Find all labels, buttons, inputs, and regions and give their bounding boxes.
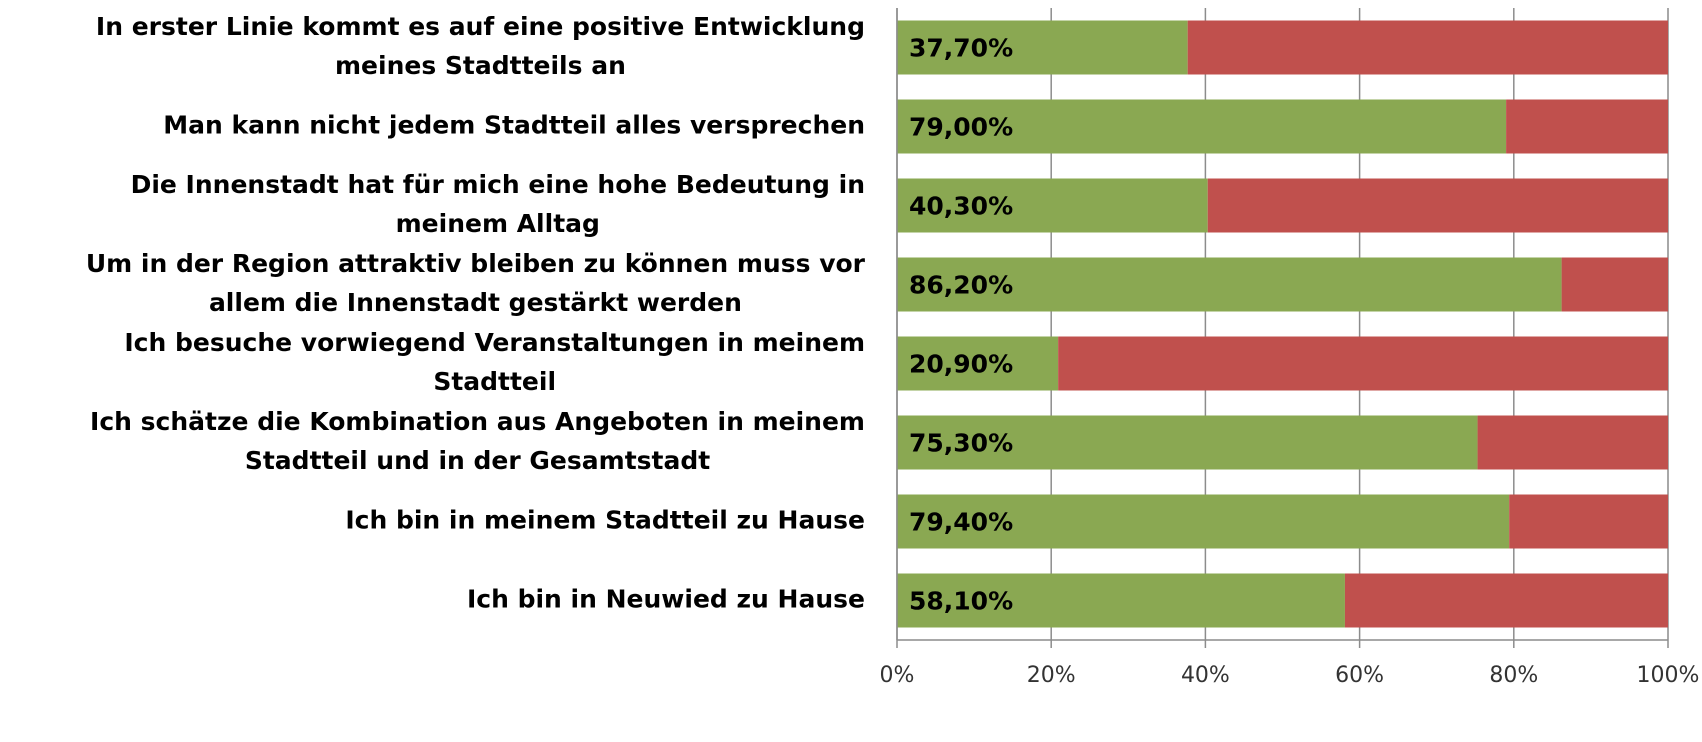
x-tick-label: 100% xyxy=(1637,663,1700,688)
bar-segment xyxy=(897,257,1562,312)
category-label: Ich besuche vorwiegend Veranstaltungen i… xyxy=(124,328,865,357)
x-tick-label: 20% xyxy=(1027,663,1076,688)
data-label: 79,00% xyxy=(909,113,1013,142)
category-label: allem die Innenstadt gestärkt werden xyxy=(209,288,742,317)
category-label: Ich schätze die Kombination aus Angebote… xyxy=(90,407,865,436)
category-label: Ich bin in meinem Stadtteil zu Hause xyxy=(345,506,865,535)
data-label: 20,90% xyxy=(909,350,1013,379)
data-label: 79,40% xyxy=(909,508,1013,537)
bar-segment xyxy=(1506,99,1668,154)
bar-segment xyxy=(897,494,1510,549)
bar-segment xyxy=(1561,257,1668,312)
x-tick-label: 40% xyxy=(1181,663,1230,688)
category-label: Man kann nicht jedem Stadtteil alles ver… xyxy=(163,111,865,140)
bar-segment xyxy=(897,99,1507,154)
bar-segment xyxy=(897,415,1478,470)
bar-segment xyxy=(1058,336,1668,391)
category-label: meines Stadtteils an xyxy=(335,51,626,80)
category-label: Ich bin in Neuwied zu Hause xyxy=(467,585,865,614)
category-label: Stadtteil xyxy=(433,367,556,396)
category-label: Um in der Region attraktiv bleiben zu kö… xyxy=(86,249,866,278)
data-label: 58,10% xyxy=(909,587,1013,616)
data-label: 75,30% xyxy=(909,429,1013,458)
bar-segment xyxy=(1344,573,1668,628)
data-label: 37,70% xyxy=(909,34,1013,63)
category-label: meinem Alltag xyxy=(396,209,600,238)
bar-segment xyxy=(897,336,1059,391)
data-label: 40,30% xyxy=(909,192,1013,221)
x-tick-label: 60% xyxy=(1335,663,1384,688)
category-label: Stadtteil und in der Gesamtstadt xyxy=(245,446,710,475)
x-tick-label: 0% xyxy=(880,663,915,688)
bar-segment xyxy=(1207,178,1668,233)
bar-segment xyxy=(897,178,1208,233)
bar-segment xyxy=(1509,494,1668,549)
bar-segment xyxy=(897,573,1345,628)
bar-segment xyxy=(1187,20,1668,75)
category-label: In erster Linie kommt es auf eine positi… xyxy=(96,12,865,41)
bar-segment xyxy=(1477,415,1668,470)
data-label: 86,20% xyxy=(909,271,1013,300)
x-tick-label: 80% xyxy=(1489,663,1538,688)
category-label: Die Innenstadt hat für mich eine hohe Be… xyxy=(131,170,865,199)
bar-segment xyxy=(897,20,1188,75)
